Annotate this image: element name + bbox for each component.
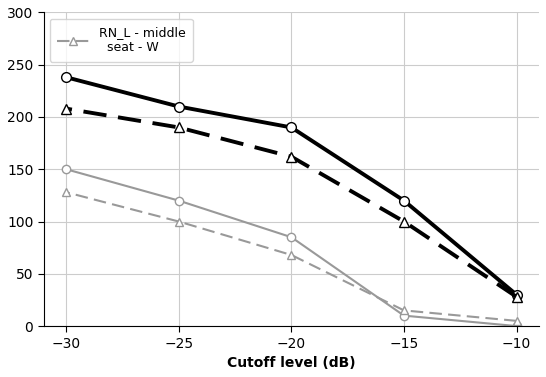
X-axis label: Cutoff level (dB): Cutoff level (dB) xyxy=(227,356,355,370)
Legend: RN_L - middle
  seat - W: RN_L - middle seat - W xyxy=(50,19,193,62)
